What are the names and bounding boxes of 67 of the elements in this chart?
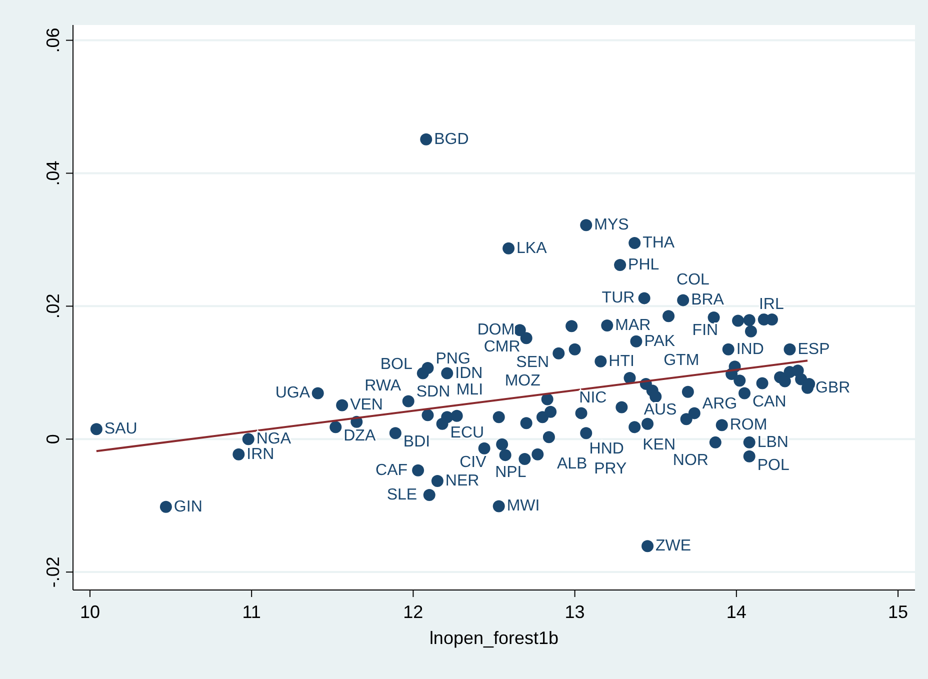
annotation: ARG — [702, 396, 738, 413]
y-tick-label: .04 — [43, 160, 63, 186]
annotation: ESP — [798, 340, 830, 358]
annotation: SDN — [416, 384, 450, 401]
annotation: IDN — [455, 364, 483, 382]
annotation: ZWE — [656, 538, 692, 555]
annotation: BDI — [403, 434, 430, 451]
annotation: POL — [757, 456, 790, 474]
annotation: HND — [589, 440, 624, 458]
y-tick-label: .06 — [43, 28, 63, 53]
annotation: MWI — [506, 498, 540, 515]
annotation: FIN — [692, 322, 718, 340]
annotation: NIC — [579, 390, 607, 407]
x-axis-title: lnopen_forest1b — [429, 628, 559, 648]
x-tick-label: 14 — [726, 602, 746, 622]
annotation: IRN — [246, 446, 274, 463]
annotation: ECU — [450, 424, 484, 442]
annotation: NOR — [672, 452, 708, 469]
x-tick-label: 12 — [403, 602, 424, 622]
annotation: UGA — [275, 384, 310, 402]
annotation: RWA — [364, 377, 402, 394]
annotation: CAF — [376, 462, 408, 479]
annotation: DZA — [344, 428, 376, 445]
annotation: NER — [445, 472, 480, 490]
annotation: GTM — [664, 352, 700, 370]
annotation: BOL — [380, 356, 413, 373]
annotation: GIN — [174, 498, 202, 516]
annotation: CMR — [484, 338, 520, 356]
annotation: THA — [642, 234, 675, 252]
annotation: LKA — [516, 240, 548, 257]
annotation: PAK — [644, 332, 676, 350]
annotation: SAU — [104, 420, 138, 438]
annotation: PRY — [594, 460, 628, 478]
annotation: MYS — [594, 216, 629, 234]
x-tick-label: 15 — [888, 602, 908, 622]
y-tick-label: -.02 — [43, 556, 63, 588]
y-tick-label: 0 — [43, 434, 63, 444]
annotation: KEN — [642, 436, 676, 454]
annotation: MAR — [615, 316, 651, 334]
annotation: HTI — [608, 352, 634, 370]
x-tick-label: 11 — [242, 602, 261, 622]
annotation: MLI — [456, 382, 484, 399]
annotation: DOM — [477, 322, 515, 339]
annotation: ROM — [730, 416, 768, 434]
annotation: ALB — [556, 456, 588, 473]
annotation: IND — [736, 340, 764, 358]
annotation: SLE — [386, 486, 418, 504]
annotation: BGD — [434, 130, 469, 148]
x-tick-label: 13 — [564, 602, 585, 622]
annotation: CAN — [752, 394, 786, 411]
annotation: CIV — [460, 454, 487, 471]
annotation: PNG — [436, 350, 470, 368]
annotation: SEN — [516, 354, 550, 371]
annotation: BRA — [691, 292, 724, 309]
annotation: VEN — [350, 396, 383, 414]
annotation: PHL — [628, 256, 660, 274]
x-tick-label: 10 — [80, 602, 100, 622]
annotation: TUR — [602, 290, 635, 307]
annotation: NPL — [495, 464, 526, 481]
annotation: MOZ — [504, 372, 541, 390]
annotation: LBN — [757, 434, 788, 451]
annotation: NGA — [256, 430, 292, 448]
annotation: AUS — [644, 402, 677, 419]
annotation: GBR — [816, 379, 850, 396]
y-tick-label: .02 — [43, 294, 63, 319]
annotation: COL — [676, 272, 710, 289]
annotation: IRL — [758, 296, 784, 313]
